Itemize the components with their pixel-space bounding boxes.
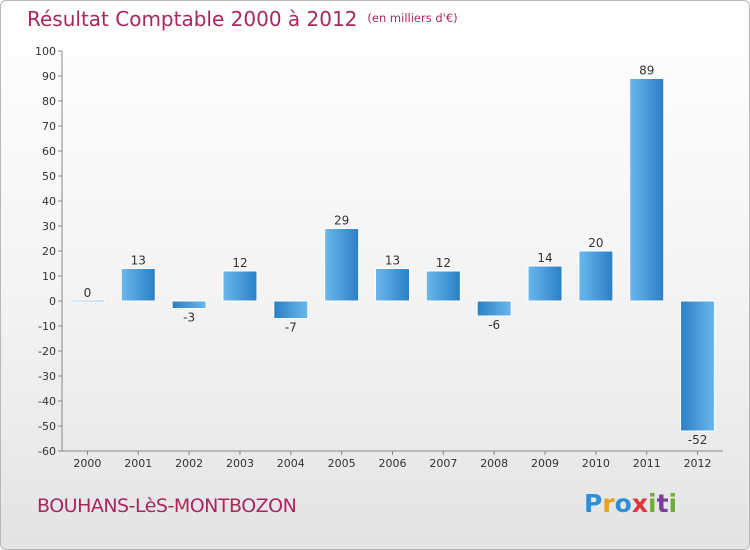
bar-2009	[527, 265, 563, 302]
x-tick-label: 2000	[73, 457, 101, 470]
bar-2012	[680, 300, 716, 432]
y-tick-label: 90	[42, 70, 56, 83]
x-tick-label: 2008	[480, 457, 508, 470]
logo-letter: x	[631, 489, 648, 518]
bar-2005	[324, 228, 360, 302]
x-tick-label: 2006	[379, 457, 407, 470]
x-tick-label: 2012	[684, 457, 712, 470]
data-label-2010: 20	[588, 236, 603, 250]
chart-title-text: Résultat Comptable 2000 à 2012	[27, 7, 358, 31]
data-label-2002: -3	[183, 311, 195, 325]
data-label-2000: 0	[84, 286, 92, 300]
y-tick-label: -40	[38, 395, 56, 408]
proxiti-logo: Proxiti	[584, 489, 677, 518]
chart-bars	[69, 78, 716, 432]
data-label-2005: 29	[334, 214, 349, 228]
bar-2007	[425, 270, 461, 302]
x-tick-label: 2009	[531, 457, 559, 470]
y-tick-label: -50	[38, 420, 56, 433]
bar-2011	[629, 78, 665, 302]
logo-letter: i	[648, 489, 657, 518]
bar-2000	[69, 299, 105, 303]
chart-unit: (en milliers d'€)	[367, 11, 458, 25]
bar-2008	[476, 300, 512, 317]
logo-letter: i	[668, 489, 678, 518]
bar-2003	[222, 270, 258, 302]
data-label-2004: -7	[285, 321, 297, 335]
y-tick-label: -20	[38, 345, 56, 358]
bar-2004	[273, 300, 309, 319]
bar-2001	[120, 268, 156, 302]
bar-2002	[171, 300, 207, 309]
y-tick-label: 10	[42, 270, 56, 283]
x-tick-label: 2004	[277, 457, 305, 470]
bar-2006	[375, 268, 410, 302]
data-label-2012: -52	[688, 433, 708, 447]
y-tick-label: 80	[42, 95, 56, 108]
x-tick-label: 2007	[429, 457, 457, 470]
x-tick-label: 2010	[582, 457, 610, 470]
y-tick-label: 20	[42, 245, 56, 258]
logo-letter: o	[614, 489, 632, 518]
logo-letter: P	[584, 489, 603, 518]
data-label-2007: 12	[436, 256, 451, 270]
x-tick-label: 2001	[124, 457, 152, 470]
y-tick-label: -10	[38, 320, 56, 333]
x-tick-label: 2003	[226, 457, 254, 470]
y-tick-label: 30	[42, 220, 56, 233]
y-tick-label: 70	[42, 120, 56, 133]
y-tick-label: -60	[38, 445, 56, 458]
data-label-2009: 14	[537, 251, 552, 265]
y-tick-label: 40	[42, 195, 56, 208]
data-label-2003: 12	[232, 256, 247, 270]
data-label-2001: 13	[131, 254, 146, 268]
y-tick-label: -30	[38, 370, 56, 383]
data-label-2011: 89	[639, 64, 654, 78]
x-tick-label: 2002	[175, 457, 203, 470]
y-tick-label: 50	[42, 170, 56, 183]
logo-letter: r	[602, 489, 615, 518]
bar-2010	[578, 250, 614, 302]
y-tick-label: 100	[35, 45, 56, 58]
commune-name: BOUHANS-LèS-MONTBOZON	[37, 495, 297, 517]
x-tick-label: 2005	[328, 457, 356, 470]
y-tick-label: 0	[49, 295, 56, 308]
chart-axes: 1009080706050403020100-10-20-30-40-50-60…	[35, 45, 723, 470]
data-label-2006: 13	[385, 254, 400, 268]
data-label-2008: -6	[488, 318, 500, 332]
x-tick-label: 2011	[633, 457, 661, 470]
chart-labels: 0 13 -3 12 -7 29 13 12 -6 14 20 89 -52	[84, 64, 708, 448]
y-tick-label: 60	[42, 145, 56, 158]
logo-letter: t	[656, 489, 669, 518]
chart-title: Résultat Comptable 2000 à 2012 (en millie…	[27, 7, 458, 31]
